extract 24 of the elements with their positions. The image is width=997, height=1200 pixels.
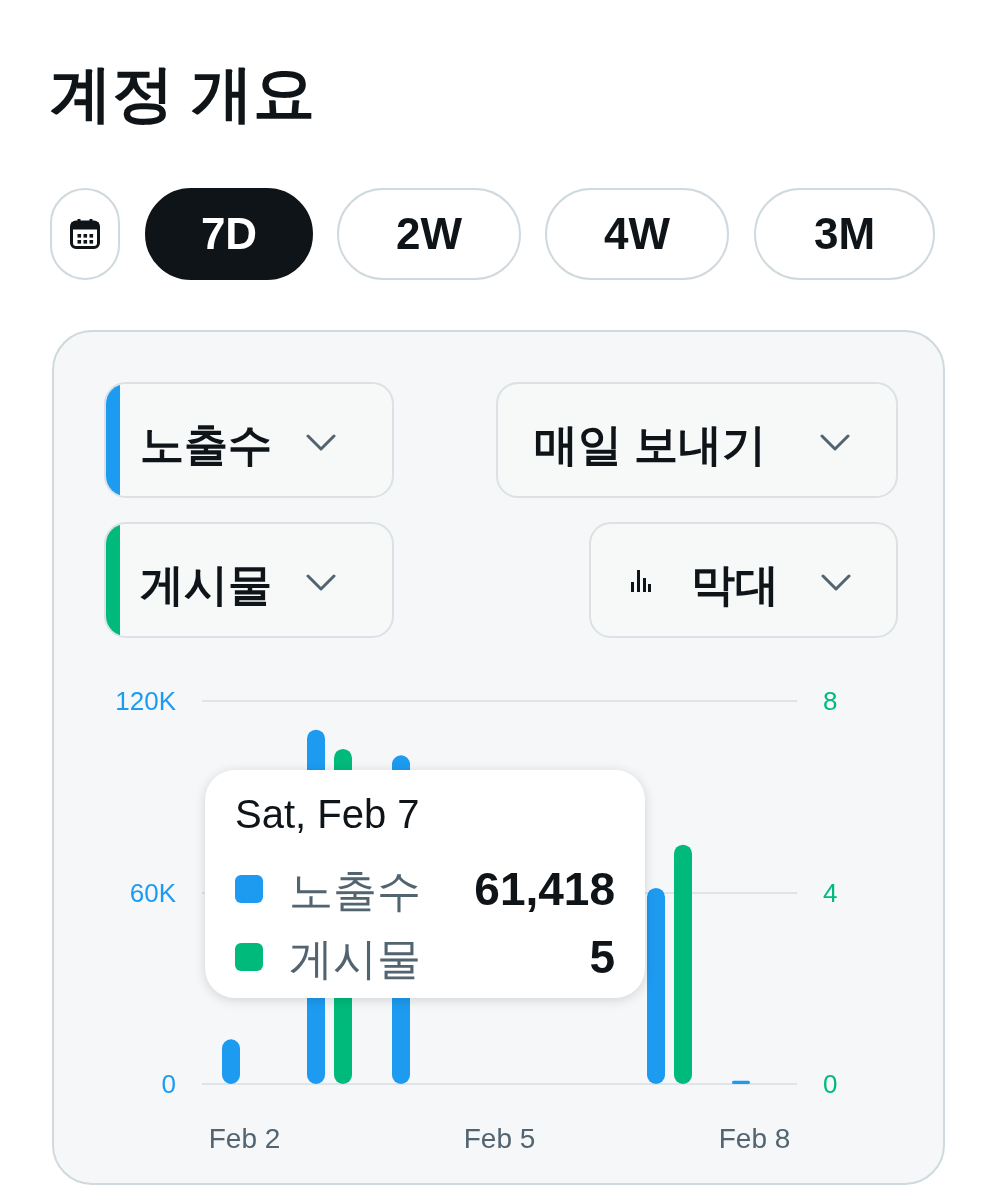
annotation: 61,418 [474, 862, 615, 916]
annotation: Sat, Feb 7 [235, 792, 420, 837]
text: 막대 [691, 559, 779, 611]
text: 7D [145, 188, 313, 280]
text: 4W [545, 188, 729, 280]
x-tick-label: Feb 2 [208, 1122, 281, 1154]
text: 2W [337, 188, 521, 280]
chart-title: 계정 개요 [50, 58, 316, 130]
bar [647, 887, 665, 1084]
y-tick-label: 0 [161, 1069, 176, 1099]
text: 게시물 [140, 559, 272, 611]
text: 매일 보내기 [534, 419, 767, 471]
annotation: 5 [589, 930, 615, 984]
y2-tick-label: 8 [823, 686, 838, 716]
legend-label: 노출수 [289, 865, 421, 917]
y2-tick-label: 0 [823, 1069, 838, 1099]
x-tick-label: Feb 8 [718, 1122, 791, 1154]
y-tick-label: 120K [115, 686, 177, 716]
x-tick-label: Feb 5 [463, 1122, 536, 1154]
legend-label: 게시물 [289, 933, 421, 985]
y-tick-label: 60K [129, 877, 177, 908]
text: 3M [754, 188, 935, 280]
text: 노출수 [140, 419, 272, 471]
y2-tick-label: 4 [823, 877, 838, 908]
